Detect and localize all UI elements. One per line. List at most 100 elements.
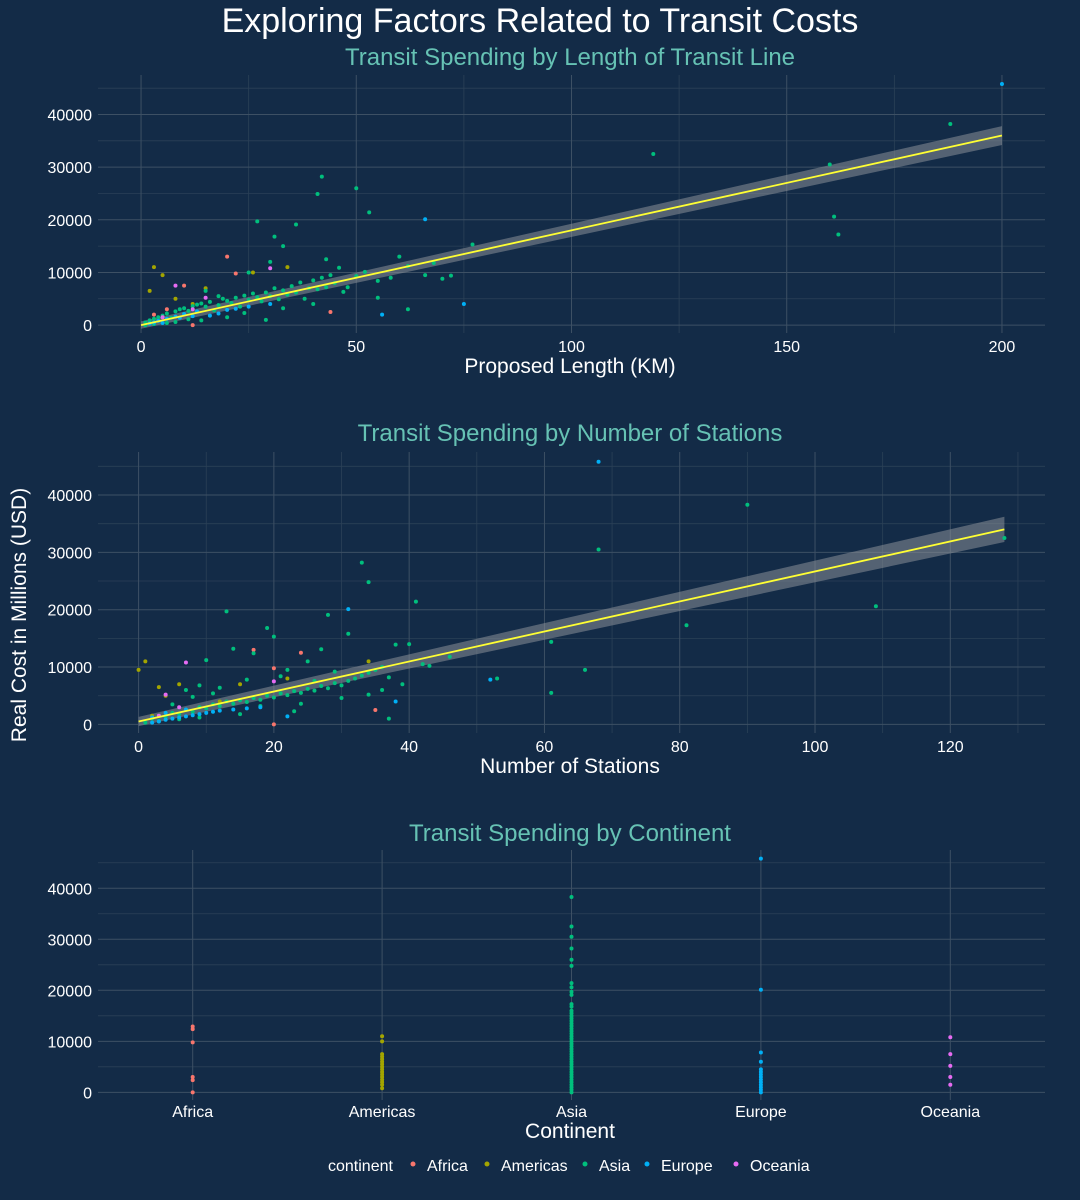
data-point: [302, 296, 307, 301]
data-point: [328, 273, 333, 278]
x-tick-label: 100: [802, 739, 829, 756]
data-point: [204, 710, 209, 715]
data-point: [285, 676, 290, 681]
data-point: [312, 688, 317, 693]
data-point: [285, 693, 290, 698]
data-point: [265, 693, 270, 698]
data-point: [569, 946, 574, 951]
data-point: [225, 298, 230, 303]
data-point: [366, 692, 371, 697]
panel-stations: Transit Spending by Number of Stations N…: [48, 420, 1045, 778]
data-point: [238, 682, 243, 687]
legend-label: Africa: [427, 1158, 468, 1175]
x-tick-label: 60: [536, 739, 554, 756]
data-point: [305, 686, 310, 691]
data-point: [569, 894, 574, 899]
data-point: [190, 1078, 195, 1083]
panel-title: Transit Spending by Number of Stations: [358, 420, 783, 447]
data-point: [948, 121, 953, 126]
y-tick-label: 40000: [48, 881, 93, 898]
data-point: [197, 683, 202, 688]
data-point: [569, 957, 574, 962]
regression-line: [138, 528, 1005, 723]
data-point: [164, 311, 169, 316]
data-point: [319, 647, 324, 652]
data-point: [271, 679, 276, 684]
data-point: [596, 459, 601, 464]
x-axis-label: Continent: [525, 1120, 615, 1143]
y-tick-label: 30000: [48, 932, 93, 949]
data-point: [203, 288, 208, 293]
data-point: [246, 304, 251, 309]
data-point: [447, 654, 452, 659]
data-point: [440, 276, 445, 281]
panel-length: Transit Spending by Length of Transit Li…: [48, 44, 1045, 378]
data-point: [258, 705, 263, 710]
legend-label: Asia: [599, 1158, 630, 1175]
data-point: [250, 291, 255, 296]
y-tick-label: 40000: [48, 107, 93, 124]
data-point: [948, 1063, 953, 1068]
data-point: [651, 151, 656, 156]
data-point: [319, 174, 324, 179]
data-point: [569, 981, 574, 986]
data-point: [151, 265, 156, 270]
data-point: [298, 690, 303, 695]
data-point: [569, 1004, 574, 1009]
data-point: [190, 314, 195, 319]
data-point: [190, 1027, 195, 1032]
data-point: [217, 704, 222, 709]
data-point: [549, 639, 554, 644]
data-point: [233, 295, 238, 300]
x-tick-label: 150: [773, 339, 800, 356]
data-point: [359, 560, 364, 565]
data-point: [183, 714, 188, 719]
data-point: [263, 317, 268, 322]
data-point: [207, 313, 212, 318]
data-point: [375, 295, 380, 300]
data-point: [265, 626, 270, 631]
data-point: [298, 650, 303, 655]
panel-title: Transit Spending by Continent: [409, 820, 731, 847]
x-tick-label: 50: [347, 339, 365, 356]
data-point: [583, 667, 588, 672]
y-tick-label: 0: [83, 717, 92, 734]
data-point: [244, 706, 249, 711]
data-point: [268, 266, 273, 271]
data-point: [359, 673, 364, 678]
data-point: [183, 660, 188, 665]
data-point: [255, 295, 260, 300]
data-point: [182, 283, 187, 288]
data-point: [220, 296, 225, 301]
data-point: [549, 690, 554, 695]
data-point: [393, 642, 398, 647]
data-point: [1002, 536, 1007, 541]
data-point: [285, 265, 290, 270]
data-point: [319, 275, 324, 280]
data-point: [190, 323, 195, 328]
data-point: [147, 318, 152, 323]
data-point: [231, 701, 236, 706]
data-point: [832, 214, 837, 219]
data-point: [353, 676, 358, 681]
data-point: [173, 309, 178, 314]
y-tick-label: 10000: [48, 1034, 93, 1051]
x-tick-label: 200: [989, 339, 1016, 356]
data-point: [216, 294, 221, 299]
data-point: [150, 720, 155, 725]
data-point: [246, 270, 251, 275]
data-point: [948, 1082, 953, 1087]
data-point: [217, 708, 222, 713]
data-point: [271, 634, 276, 639]
legend-label: Europe: [661, 1158, 713, 1175]
axes: 0 10000 20000 30000 40000 0 50 100 150 200: [48, 107, 1016, 356]
data-point: [285, 667, 290, 672]
data-point: [207, 299, 212, 304]
data-point: [156, 685, 161, 690]
data-point: [354, 186, 359, 191]
data-point: [380, 312, 385, 317]
data-point: [203, 295, 208, 300]
data-point: [268, 259, 273, 264]
y-tick-label: 40000: [48, 488, 93, 505]
